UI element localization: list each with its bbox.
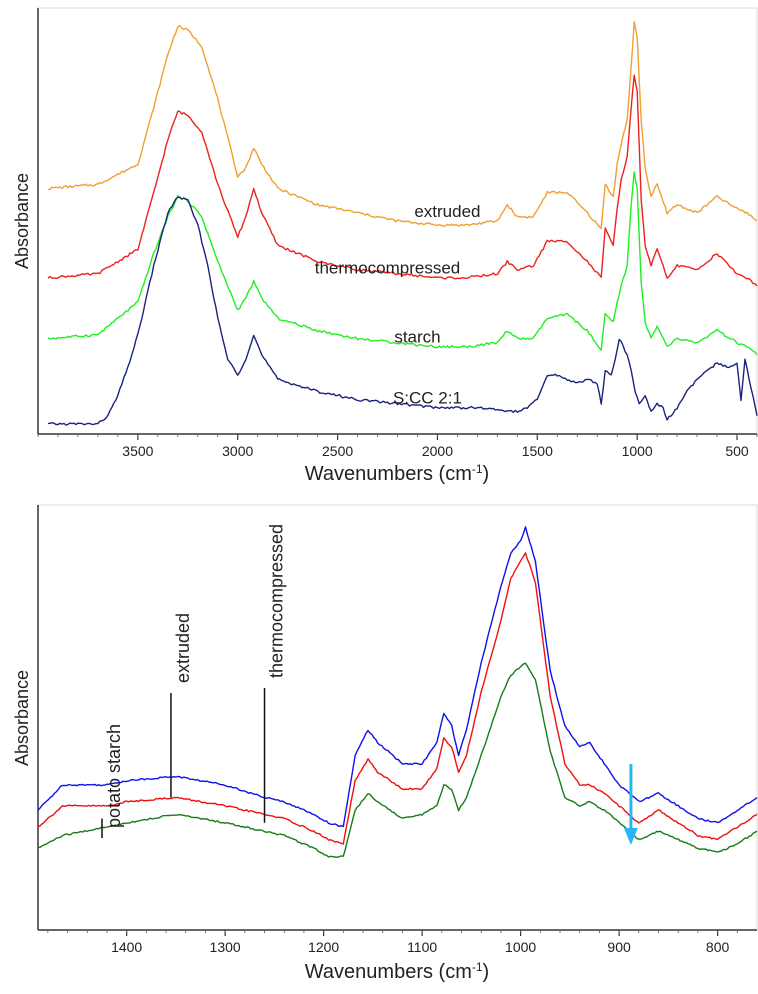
- series-line-1: [37, 526, 758, 828]
- series-lines-top: [47, 21, 758, 426]
- x-axis-title-top: Wavenumbers (cm-1): [305, 462, 489, 485]
- x-tick-label-1300: 1300: [210, 939, 241, 955]
- x-tick-label-800: 800: [706, 939, 730, 955]
- x-tick-label-2000: 2000: [422, 443, 453, 459]
- x-ticks-bottom: 1400 1300 1200 1100 1000 900 800: [47, 930, 738, 955]
- band-label-potato-starch: potato starch: [104, 724, 124, 828]
- chart-bottom: potato starch extruded thermocompressed 14…: [12, 504, 758, 983]
- x-tick-label-1200: 1200: [308, 939, 339, 955]
- band-label-extruded: extruded: [173, 613, 193, 683]
- band-markers-bottom: potato starch extruded thermocompressed: [101, 524, 638, 845]
- series-label-s-cc-2-1: S:CC 2:1: [393, 389, 462, 408]
- series-line-thermocompressed: [47, 74, 758, 287]
- x-tick-label-900: 900: [607, 939, 631, 955]
- x-tick-label-1400: 1400: [111, 939, 142, 955]
- series-lines-bottom: [37, 526, 758, 858]
- chart-top: 3500 3000 2500 2000 1500 1000 500 extruded ther…: [12, 7, 758, 485]
- x-tick-label-2500: 2500: [322, 443, 353, 459]
- band-label-thermocompressed: thermocompressed: [267, 524, 287, 678]
- x-tick-label-500: 500: [725, 443, 749, 459]
- x-tick-label-1100: 1100: [407, 939, 437, 955]
- series-line-s-cc-2-1: [47, 196, 758, 426]
- series-label-extruded: extruded: [414, 202, 480, 221]
- x-tick-label-1000: 1000: [505, 939, 536, 955]
- x-axis-title-bottom: Wavenumbers (cm-1): [305, 960, 489, 983]
- series-line-extruded: [47, 21, 758, 230]
- arrow-down-icon: [623, 828, 638, 845]
- x-tick-label-1500: 1500: [522, 443, 553, 459]
- x-tick-label-3000: 3000: [222, 443, 253, 459]
- x-tick-label-3500: 3500: [122, 443, 153, 459]
- y-axis-title-top: Absorbance: [12, 173, 32, 269]
- series-line-2: [37, 552, 758, 845]
- series-label-thermocompressed: thermocompressed: [315, 259, 461, 278]
- x-ticks-top: 3500 3000 2500 2000 1500 1000 500: [37, 434, 758, 459]
- series-line-3: [38, 662, 758, 858]
- y-axis-title-bottom: Absorbance: [12, 670, 32, 766]
- series-labels-top: extruded thermocompressed starch S:CC 2:1: [315, 202, 481, 408]
- x-tick-label-1000: 1000: [622, 443, 653, 459]
- plot-frame-bottom: [37, 504, 758, 931]
- series-label-starch: starch: [394, 328, 440, 347]
